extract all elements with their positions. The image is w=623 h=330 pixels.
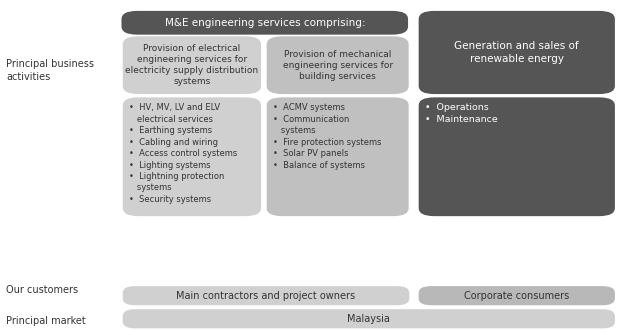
Text: •  ACMV systems
•  Communication
   systems
•  Fire protection systems
•  Solar : • ACMV systems • Communication systems •… xyxy=(273,103,381,170)
FancyBboxPatch shape xyxy=(123,309,615,328)
FancyBboxPatch shape xyxy=(123,36,261,94)
Text: •  HV, MV, LV and ELV
   electrical services
•  Earthing systems
•  Cabling and : • HV, MV, LV and ELV electrical services… xyxy=(129,103,237,204)
Text: Main contractors and project owners: Main contractors and project owners xyxy=(176,291,356,301)
Text: Principal market: Principal market xyxy=(6,316,86,326)
FancyBboxPatch shape xyxy=(419,97,615,216)
Text: Corporate consumers: Corporate consumers xyxy=(464,291,569,301)
FancyBboxPatch shape xyxy=(419,11,615,94)
Text: Provision of mechanical
engineering services for
building services: Provision of mechanical engineering serv… xyxy=(283,50,392,81)
FancyBboxPatch shape xyxy=(121,11,408,35)
Text: Malaysia: Malaysia xyxy=(348,314,390,324)
Text: Our customers: Our customers xyxy=(6,285,78,295)
Text: Provision of electrical
engineering services for
electricity supply distribution: Provision of electrical engineering serv… xyxy=(125,44,259,86)
FancyBboxPatch shape xyxy=(123,97,261,216)
Text: •  Operations
•  Maintenance: • Operations • Maintenance xyxy=(425,103,498,124)
Text: Principal business
activities: Principal business activities xyxy=(6,59,94,82)
Text: M&E engineering services comprising:: M&E engineering services comprising: xyxy=(164,18,365,28)
FancyBboxPatch shape xyxy=(267,36,409,94)
FancyBboxPatch shape xyxy=(123,286,409,305)
Text: Generation and sales of
renewable energy: Generation and sales of renewable energy xyxy=(454,41,579,64)
FancyBboxPatch shape xyxy=(267,97,409,216)
FancyBboxPatch shape xyxy=(419,286,615,305)
